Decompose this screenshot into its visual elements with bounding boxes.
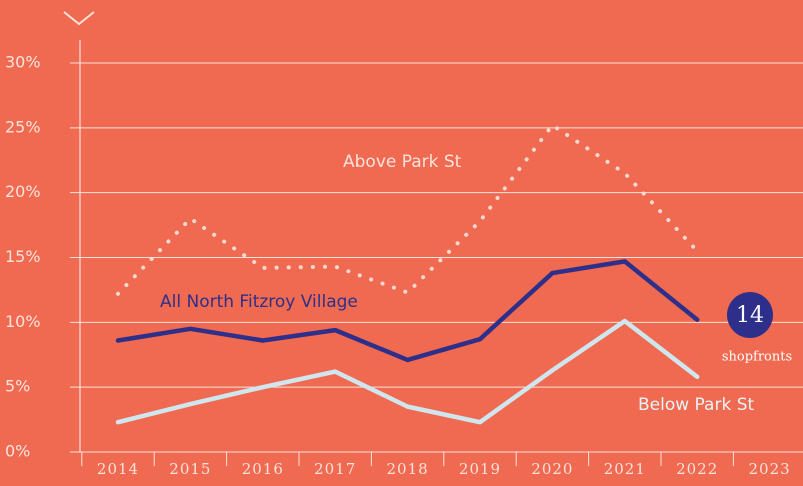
collapse-chevron[interactable] xyxy=(63,11,95,26)
y-tick-label: 10% xyxy=(5,312,41,331)
series-line xyxy=(116,123,700,296)
x-tick-label: 2020 xyxy=(531,460,573,478)
x-tick-label: 2016 xyxy=(242,460,284,478)
x-tick-label: 2023 xyxy=(749,460,791,478)
series-label: Below Park St xyxy=(638,395,754,415)
series-line xyxy=(115,318,700,425)
badge-label: shopfronts xyxy=(722,350,792,365)
x-tick-label: 2017 xyxy=(314,460,356,478)
series-label: All North Fitzroy Village xyxy=(160,292,358,312)
y-tick-label: 0% xyxy=(5,442,30,461)
badge-number: 14 xyxy=(736,303,764,328)
x-tick-label: 2022 xyxy=(676,460,718,478)
x-tick-label: 2019 xyxy=(459,460,501,478)
y-tick-label: 25% xyxy=(5,117,41,136)
y-tick-label: 5% xyxy=(5,377,30,396)
series-label: Above Park St xyxy=(343,152,462,172)
y-tick-label: 15% xyxy=(5,247,41,266)
x-tick-label: 2018 xyxy=(387,460,429,478)
y-tick-label: 30% xyxy=(5,53,41,72)
x-tick-label: 2014 xyxy=(97,460,139,478)
badge-circle xyxy=(727,292,773,338)
y-tick-label: 20% xyxy=(5,182,41,201)
x-tick-label: 2021 xyxy=(604,460,646,478)
series-line xyxy=(115,259,700,363)
x-tick-label: 2015 xyxy=(169,460,211,478)
